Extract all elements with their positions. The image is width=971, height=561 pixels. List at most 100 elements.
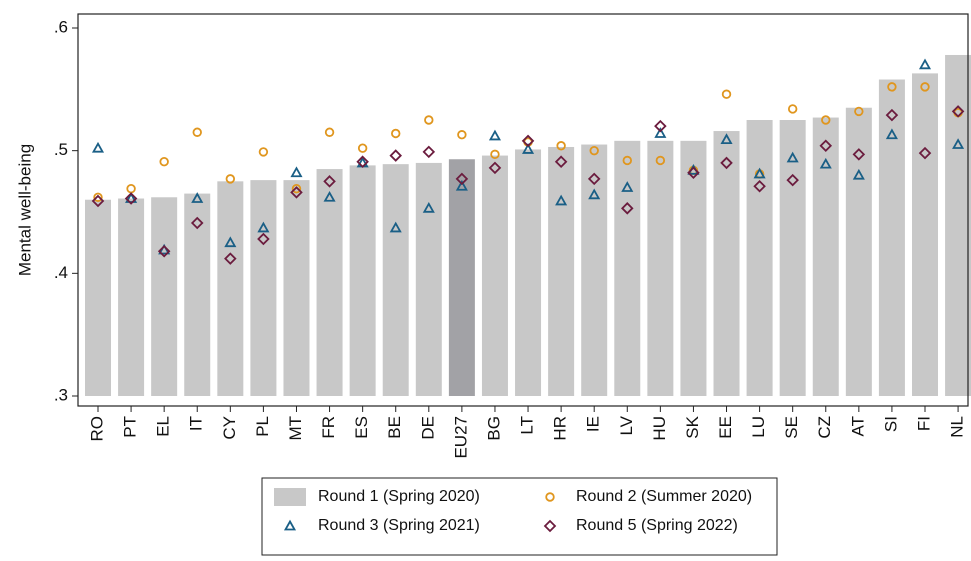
x-tick-label: EE <box>716 416 735 439</box>
x-tick-label: FR <box>319 416 338 439</box>
bar <box>647 140 674 396</box>
x-tick-label: SI <box>881 416 900 432</box>
point <box>357 143 368 153</box>
bar <box>812 117 839 396</box>
point <box>589 145 599 156</box>
point <box>821 115 831 125</box>
bar <box>878 79 905 397</box>
point <box>422 145 436 159</box>
bar <box>118 198 145 396</box>
point <box>654 119 667 133</box>
x-tick-label: SK <box>683 415 702 438</box>
legend-label: Round 3 (Spring 2021) <box>318 517 480 534</box>
point <box>852 168 865 180</box>
x-tick-label: HU <box>650 416 669 441</box>
point <box>885 108 899 122</box>
point <box>920 82 930 92</box>
bar <box>283 180 310 396</box>
point <box>488 129 501 141</box>
legend-label: Round 5 (Spring 2022) <box>576 517 738 534</box>
legend-marker <box>543 519 557 533</box>
point <box>490 149 500 160</box>
plot-area <box>85 54 971 397</box>
point <box>720 156 733 170</box>
legend-label: Round 1 (Spring 2020) <box>318 488 480 505</box>
x-tick-label: RO <box>87 416 106 442</box>
point <box>952 138 965 149</box>
point <box>786 173 799 187</box>
legend: Round 1 (Spring 2020) Round 2 (Summer 202… <box>274 488 752 534</box>
x-tick-label: SE <box>782 416 801 439</box>
point <box>885 128 898 140</box>
x-tick-label: IT <box>187 416 206 431</box>
point <box>819 157 832 169</box>
x-tick-label: BG <box>484 416 503 441</box>
point <box>324 127 335 137</box>
x-tick-label: IE <box>584 416 603 432</box>
point <box>323 175 336 188</box>
x-tick-label: PL <box>253 416 272 437</box>
point <box>124 192 138 205</box>
plot-frame <box>77 13 969 407</box>
bar <box>515 149 542 396</box>
bar <box>349 165 376 396</box>
bar <box>680 140 707 396</box>
bar <box>548 146 575 396</box>
point <box>291 183 302 194</box>
x-tick-label: CY <box>220 416 239 440</box>
x-tick-label: PT <box>121 416 140 438</box>
point <box>555 194 568 206</box>
point <box>721 89 732 99</box>
x-tick-label: HR <box>551 416 570 441</box>
point <box>753 167 766 179</box>
point <box>887 82 897 92</box>
legend-marker <box>545 492 555 502</box>
point <box>918 146 932 160</box>
point <box>290 186 303 199</box>
bar <box>713 131 740 396</box>
x-tick-label: FI <box>914 416 933 431</box>
point <box>687 166 700 180</box>
point <box>391 128 401 139</box>
point <box>190 216 204 230</box>
point <box>224 252 237 265</box>
point <box>455 179 468 191</box>
legend-label: Round 2 (Summer 2020) <box>576 488 752 505</box>
bar <box>746 119 773 396</box>
point <box>522 143 535 154</box>
legend-marker <box>283 519 297 531</box>
point <box>787 104 798 114</box>
point <box>157 244 171 258</box>
point <box>654 127 667 138</box>
point <box>323 190 336 202</box>
x-tick-label: CZ <box>815 416 834 439</box>
point <box>819 139 833 153</box>
y-axis-label: Mental well-being <box>15 144 34 276</box>
point <box>621 181 634 192</box>
legend-swatch <box>274 488 306 506</box>
point <box>621 202 634 215</box>
x-tick-label: EL <box>154 416 173 437</box>
point <box>424 115 434 125</box>
x-tick-label: ES <box>352 416 371 439</box>
legend-box <box>261 477 778 556</box>
point <box>224 236 237 248</box>
y-tick-label: .3 <box>54 385 68 404</box>
point <box>753 179 766 193</box>
point <box>852 148 866 161</box>
point <box>488 161 502 175</box>
point <box>588 188 601 200</box>
x-tick-label: NL <box>948 416 967 438</box>
point <box>290 166 303 178</box>
y-tick-label: .4 <box>54 263 68 282</box>
point <box>389 149 402 162</box>
bar <box>151 197 178 396</box>
bar <box>415 162 442 396</box>
x-tick-label: LT <box>518 416 537 435</box>
point <box>587 172 601 186</box>
x-tick-label: LU <box>749 416 768 438</box>
point <box>521 134 535 148</box>
point <box>655 155 666 166</box>
point <box>93 192 103 202</box>
